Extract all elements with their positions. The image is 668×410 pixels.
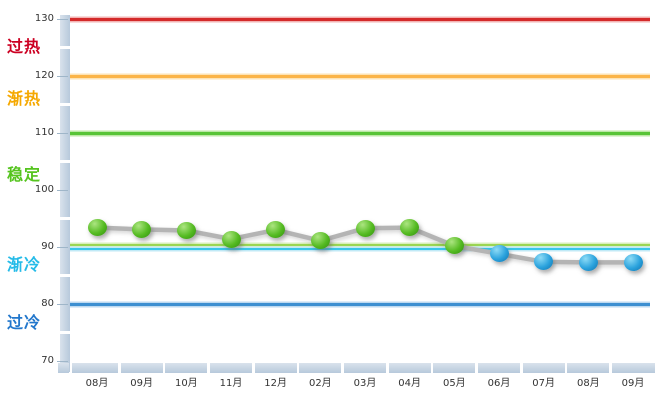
x-axis-month-label: 11月: [219, 378, 243, 389]
x-axis-bar-segment: [58, 363, 69, 373]
y-axis-tick-mark: [57, 19, 68, 20]
x-axis-month-label: 12月: [264, 378, 288, 389]
x-axis-bar-segment: [209, 363, 253, 373]
y-axis-tick-mark: [57, 304, 68, 305]
y-axis-tick-mark: [57, 190, 68, 191]
y-axis-tick-label: 110: [34, 127, 54, 138]
level-line-130: [68, 17, 650, 21]
x-axis-bar-segment: [611, 363, 655, 373]
x-axis-month-label: 08月: [576, 378, 600, 389]
zone-label: 过热: [7, 36, 42, 56]
zone-label: 渐热: [7, 88, 42, 108]
x-axis-bar-segment: [343, 363, 387, 373]
x-axis-bar-segment: [433, 363, 476, 373]
x-axis-month-label: 04月: [398, 378, 422, 389]
x-axis-month-label: 10月: [174, 378, 198, 389]
data-point-05月-green[interactable]: [444, 237, 464, 255]
x-axis-month-label: 07月: [532, 378, 556, 389]
y-axis-tick-label: 70: [41, 355, 54, 366]
data-point-12月-green[interactable]: [266, 221, 286, 239]
x-axis-month-label: 09月: [130, 378, 154, 389]
y-axis-bar-segment: [60, 334, 70, 372]
data-point-11月-green[interactable]: [221, 230, 241, 248]
y-axis-tick-mark: [57, 247, 68, 248]
x-axis-bar-segment: [254, 363, 297, 373]
x-axis-bar-segment: [477, 363, 521, 373]
y-axis-tick-label: 100: [34, 184, 54, 195]
level-line-120: [68, 74, 650, 78]
data-point-09月-green[interactable]: [132, 220, 152, 238]
data-point-10月-green[interactable]: [176, 221, 196, 239]
x-axis-bar-segment: [388, 363, 431, 373]
data-point-08月-blue[interactable]: [578, 253, 598, 271]
x-axis-bar-segment: [522, 363, 565, 373]
level-line-80: [68, 302, 650, 306]
x-axis-bar-segment: [567, 363, 610, 373]
zone-label: 渐冷: [7, 255, 42, 275]
data-point-06月-blue[interactable]: [489, 245, 509, 263]
x-axis-month-label: 09月: [621, 378, 645, 389]
level-line-110: [68, 131, 650, 135]
zone-label: 过冷: [7, 313, 42, 333]
level-line-89.7: [68, 247, 650, 250]
data-point-03月-green[interactable]: [355, 219, 375, 237]
y-axis-tick-label: 80: [41, 298, 54, 309]
y-axis-tick-mark: [57, 133, 68, 134]
x-axis-month-label: 08月: [85, 378, 109, 389]
zone-label: 稳定: [7, 165, 42, 185]
x-axis-month-label: 02月: [308, 378, 332, 389]
y-axis-tick-mark: [57, 361, 68, 362]
x-axis-bar-segment: [165, 363, 208, 373]
data-point-04月-green[interactable]: [400, 219, 420, 237]
x-axis-month-label: 06月: [487, 378, 511, 389]
y-axis-bar-segment: [60, 15, 70, 46]
x-axis-bar-segment: [120, 363, 163, 373]
x-axis-bar-segment: [299, 363, 342, 373]
level-line-90.35: [68, 244, 650, 246]
y-axis-tick-label: 120: [34, 70, 54, 81]
data-point-09月-blue[interactable]: [623, 253, 643, 271]
y-axis-tick-label: 90: [41, 241, 54, 252]
x-axis-month-label: 03月: [353, 378, 377, 389]
x-axis-month-label: 05月: [442, 378, 466, 389]
data-point-08月-green[interactable]: [87, 219, 107, 237]
y-axis-tick-mark: [57, 76, 68, 77]
data-point-07月-blue[interactable]: [534, 253, 554, 271]
data-point-02月-green[interactable]: [310, 232, 330, 250]
x-axis-bar-segment: [71, 363, 119, 373]
y-axis-tick-label: 130: [34, 13, 54, 24]
